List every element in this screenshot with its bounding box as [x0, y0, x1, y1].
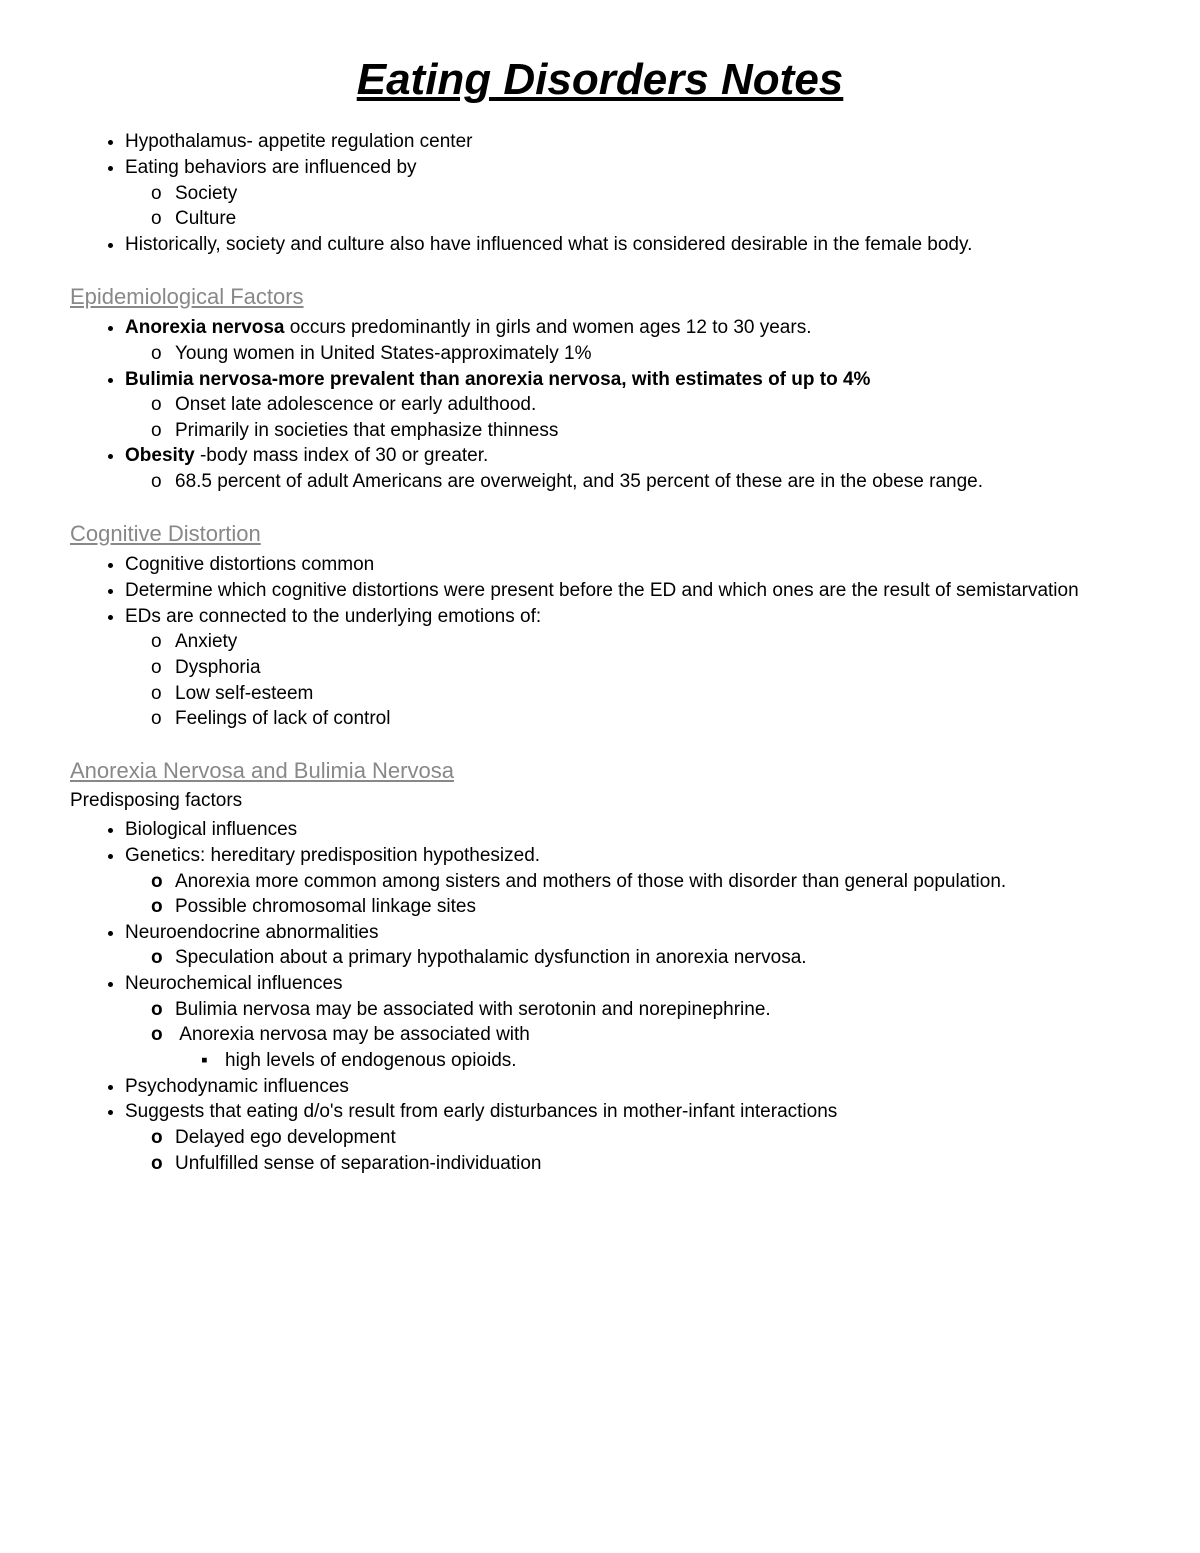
sublist: Onset late adolescence or early adulthoo…	[125, 392, 1130, 443]
list-item: Neuroendocrine abnormalities Speculation…	[125, 920, 1130, 971]
section1-list: Anorexia nervosa occurs predominantly in…	[70, 315, 1130, 494]
list-item: Neurochemical influences Bulimia nervosa…	[125, 971, 1130, 1074]
item-text: occurs predominantly in girls and women …	[284, 317, 811, 338]
section-heading-cognitive: Cognitive Distortion	[70, 519, 1130, 549]
list-item: Cognitive distortions common	[125, 552, 1130, 578]
list-item: Low self-esteem	[175, 681, 1130, 707]
list-item: EDs are connected to the underlying emot…	[125, 604, 1130, 732]
list-item: Bulimia nervosa-more prevalent than anor…	[125, 367, 1130, 444]
list-item: Onset late adolescence or early adulthoo…	[175, 392, 1130, 418]
list-item: Biological influences	[125, 817, 1130, 843]
list-item: high levels of endogenous opioids.	[225, 1048, 1130, 1074]
list-item: Anxiety	[175, 629, 1130, 655]
item-text: -body mass index of 30 or greater.	[200, 445, 488, 466]
sublist: Delayed ego development Unfulfilled sens…	[125, 1125, 1130, 1176]
section2-list: Cognitive distortions common Determine w…	[70, 552, 1130, 731]
bold-term: Bulimia nervosa-	[125, 369, 278, 390]
list-item: Suggests that eating d/o's result from e…	[125, 1099, 1130, 1176]
sublist: Society Culture	[125, 181, 1130, 232]
subheading-predisposing: Predisposing factors	[70, 788, 1130, 814]
list-item: Anorexia more common among sisters and m…	[175, 869, 1130, 895]
list-item: Speculation about a primary hypothalamic…	[175, 945, 1130, 971]
list-item: Possible chromosomal linkage sites	[175, 894, 1130, 920]
bold-term: Obesity	[125, 445, 200, 466]
list-item: 68.5 percent of adult Americans are over…	[175, 469, 1130, 495]
list-item: Bulimia nervosa may be associated with s…	[175, 997, 1130, 1023]
sublist: 68.5 percent of adult Americans are over…	[125, 469, 1130, 495]
list-item: Determine which cognitive distortions we…	[125, 578, 1130, 604]
list-item: Anorexia nervosa occurs predominantly in…	[125, 315, 1130, 366]
list-item: Unfulfilled sense of separation-individu…	[175, 1151, 1130, 1177]
item-text: Anorexia nervosa may be associated with	[179, 1024, 530, 1045]
item-text: Neuroendocrine abnormalities	[125, 922, 378, 943]
bold-term: Anorexia nervosa	[125, 317, 284, 338]
list-item: Historically, society and culture also h…	[125, 232, 1130, 258]
item-text: more prevalent than anorexia nervosa, wi…	[278, 369, 870, 390]
sublist: Anxiety Dysphoria Low self-esteem Feelin…	[125, 629, 1130, 732]
list-item: Delayed ego development	[175, 1125, 1130, 1151]
section-heading-anorexia-bulimia: Anorexia Nervosa and Bulimia Nervosa	[70, 756, 1130, 786]
page-title: Eating Disorders Notes	[70, 50, 1130, 109]
sublist: Young women in United States-approximate…	[125, 341, 1130, 367]
sublist: Speculation about a primary hypothalamic…	[125, 945, 1130, 971]
list-item: Obesity -body mass index of 30 or greate…	[125, 443, 1130, 494]
sublist-l3: high levels of endogenous opioids.	[175, 1048, 1130, 1074]
list-item: Primarily in societies that emphasize th…	[175, 418, 1130, 444]
list-item: Young women in United States-approximate…	[175, 341, 1130, 367]
list-item: Psychodynamic influences	[125, 1074, 1130, 1100]
list-item: Feelings of lack of control	[175, 706, 1130, 732]
list-item: Anorexia nervosa may be associated with …	[175, 1022, 1130, 1073]
item-text: Eating behaviors are influenced by	[125, 157, 417, 178]
item-text: EDs are connected to the underlying emot…	[125, 606, 541, 627]
intro-list: Hypothalamus- appetite regulation center…	[70, 129, 1130, 257]
item-text: Neurochemical influences	[125, 973, 343, 994]
list-item: Society	[175, 181, 1130, 207]
item-text: Genetics: hereditary predisposition hypo…	[125, 845, 540, 866]
section-heading-epidemiological: Epidemiological Factors	[70, 282, 1130, 312]
list-item: Dysphoria	[175, 655, 1130, 681]
list-item: Eating behaviors are influenced by Socie…	[125, 155, 1130, 232]
list-item: Genetics: hereditary predisposition hypo…	[125, 843, 1130, 920]
list-item: Culture	[175, 206, 1130, 232]
list-item: Hypothalamus- appetite regulation center	[125, 129, 1130, 155]
section3-list: Biological influences Genetics: heredita…	[70, 817, 1130, 1176]
item-text: Suggests that eating d/o's result from e…	[125, 1101, 837, 1122]
sublist: Anorexia more common among sisters and m…	[125, 869, 1130, 920]
sublist: Bulimia nervosa may be associated with s…	[125, 997, 1130, 1074]
